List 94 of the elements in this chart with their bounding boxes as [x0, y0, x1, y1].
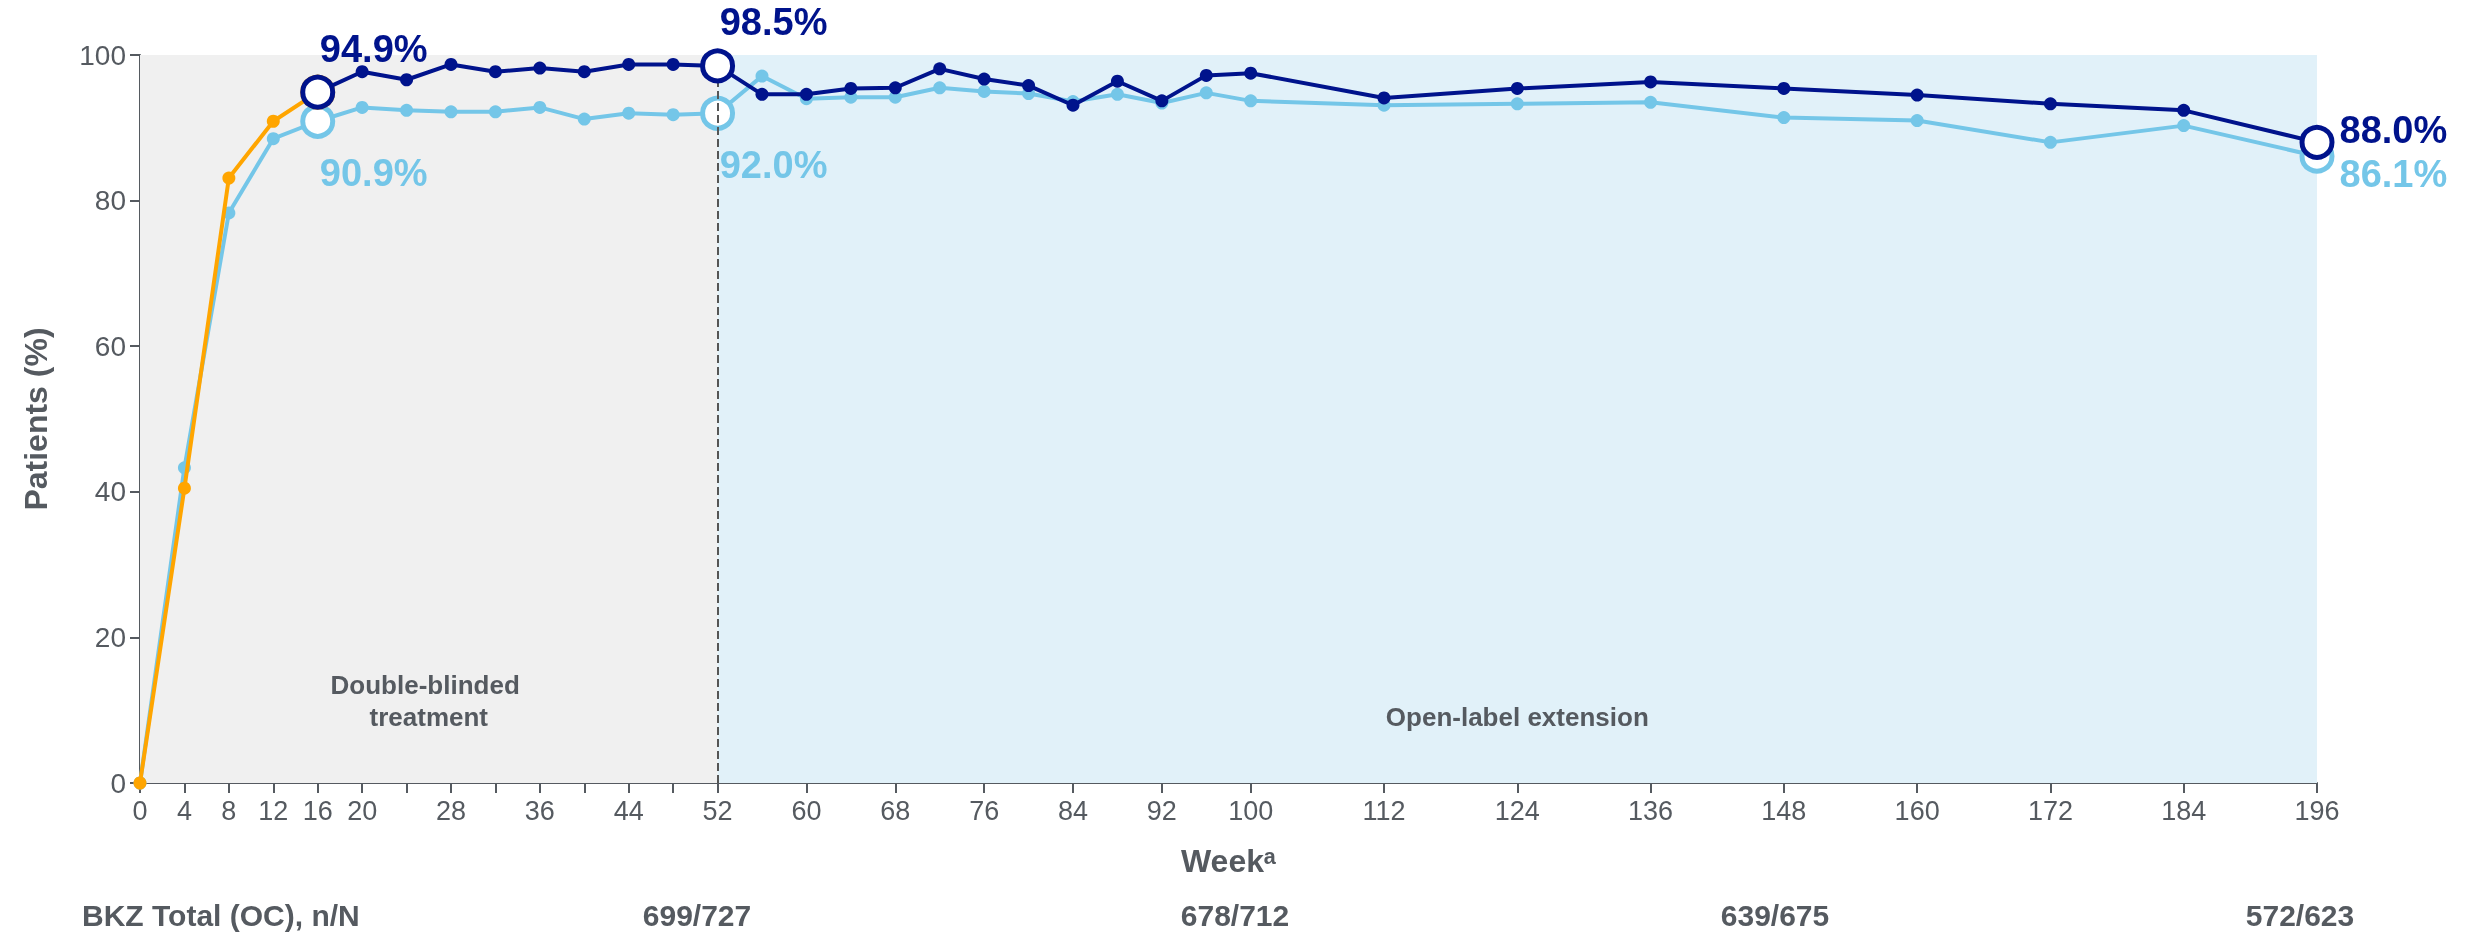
point	[444, 57, 458, 71]
band-label: Open-label extension	[1385, 702, 1649, 732]
text: 639/675	[1720, 898, 1830, 932]
x-tick-label: 148	[1761, 795, 1807, 826]
point	[666, 57, 680, 71]
point	[400, 103, 414, 117]
point	[1244, 66, 1258, 80]
point	[1377, 91, 1391, 105]
point	[2177, 119, 2191, 133]
x-tick-label: 68	[880, 795, 911, 826]
x-tick-label: 12	[258, 795, 289, 826]
x-tick-label: 136	[1628, 795, 1674, 826]
text: BKZ Total (OC), n/N	[82, 898, 360, 932]
y-tick-label: 20	[94, 621, 126, 653]
point	[1244, 94, 1258, 108]
point	[533, 100, 547, 114]
point	[933, 62, 947, 76]
x-tick-label: 92	[1146, 795, 1177, 826]
x-tick-label: 160	[1894, 795, 1940, 826]
y-tick-label: 40	[94, 476, 126, 508]
point	[444, 105, 458, 119]
point	[1110, 87, 1124, 101]
point	[2177, 103, 2191, 117]
text: 572/623	[2245, 898, 2355, 932]
point	[1110, 74, 1124, 88]
x-tick-label: 124	[1494, 795, 1540, 826]
x-tick-label: 44	[613, 795, 644, 826]
point	[2043, 135, 2057, 149]
x-tick-label: 28	[435, 795, 467, 826]
point	[622, 57, 636, 71]
point	[666, 108, 680, 122]
x-tick-label: 36	[524, 795, 555, 826]
point	[1199, 68, 1213, 82]
point	[1644, 95, 1658, 109]
x-axis-title: Weekᵃ	[1180, 843, 1277, 879]
x-tick-label: 20	[347, 795, 378, 826]
x-tick-label: 4	[176, 795, 192, 826]
data-label: 92.0%	[719, 143, 828, 186]
point	[355, 100, 369, 114]
data-label: 88.0%	[2339, 109, 2448, 152]
x-tick-label: 60	[791, 795, 822, 826]
point	[266, 114, 280, 128]
data-label: 90.9%	[319, 151, 428, 194]
point	[577, 65, 591, 79]
point	[2043, 97, 2057, 111]
x-tick-label: 100	[1228, 795, 1274, 826]
point	[488, 105, 502, 119]
point	[400, 73, 414, 87]
data-label: 98.5%	[719, 1, 828, 44]
x-tick-label: 112	[1362, 795, 1406, 826]
x-tick-label: 196	[2294, 795, 2340, 826]
point	[533, 61, 547, 75]
data-label: 86.1%	[2339, 153, 2448, 196]
point	[1510, 81, 1524, 95]
point	[622, 106, 636, 120]
point	[1022, 79, 1036, 93]
point	[266, 132, 280, 146]
point	[1777, 81, 1791, 95]
y-tick-label: 0	[110, 767, 126, 799]
point	[933, 81, 947, 95]
point	[755, 69, 769, 83]
point	[888, 81, 902, 95]
point	[1910, 88, 1924, 102]
x-tick-label: 52	[702, 795, 733, 826]
point	[799, 87, 813, 101]
point	[977, 72, 991, 86]
x-tick-label: 172	[2027, 795, 2073, 826]
y-tick-label: 100	[79, 39, 126, 71]
x-tick-label: 84	[1057, 795, 1089, 826]
x-tick-label: 16	[302, 795, 333, 826]
point	[1777, 111, 1791, 125]
text: 678/712	[1180, 898, 1290, 932]
point	[1910, 114, 1924, 128]
point	[977, 84, 991, 98]
point	[222, 171, 236, 185]
text: 699/727	[642, 898, 752, 932]
y-tick-label: 80	[94, 185, 126, 217]
x-tick-label: 76	[969, 795, 1000, 826]
point	[488, 65, 502, 79]
point	[177, 481, 191, 495]
point	[1510, 97, 1524, 111]
point	[577, 112, 591, 126]
point	[1644, 75, 1658, 89]
x-tick-label: 0	[132, 795, 148, 826]
y-axis-title: Patients (%)	[18, 327, 54, 511]
point	[1199, 86, 1213, 100]
data-label: 94.9%	[319, 27, 428, 70]
band-label: Double-blinded treatment	[330, 670, 527, 732]
x-tick-label: 8	[221, 795, 237, 826]
x-tick-label: 184	[2161, 795, 2207, 826]
y-tick-label: 60	[94, 330, 126, 362]
point	[844, 81, 858, 95]
point	[755, 87, 769, 101]
point	[355, 65, 369, 79]
